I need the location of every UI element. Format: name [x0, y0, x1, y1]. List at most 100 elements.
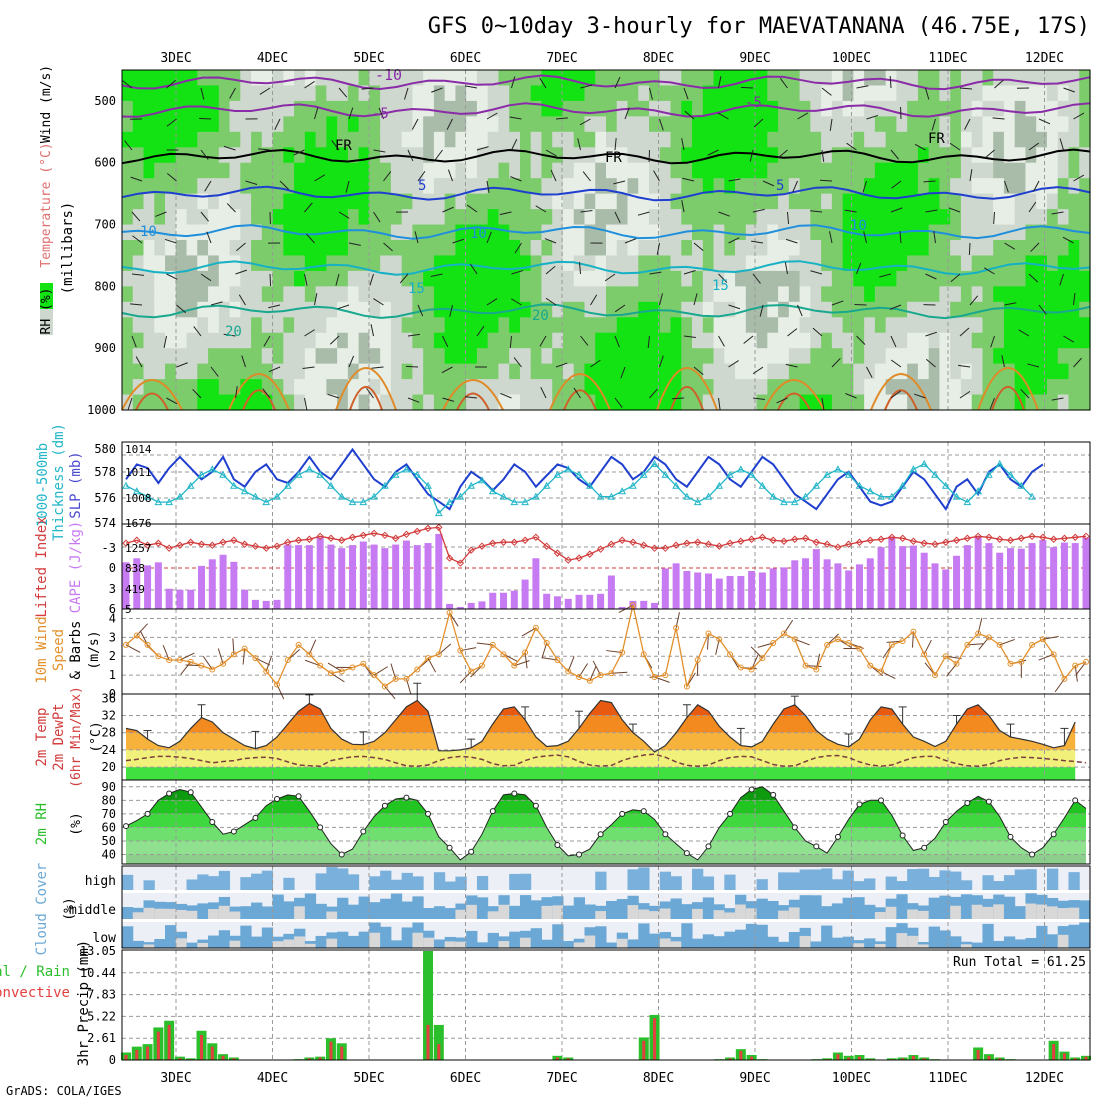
- rh-cell: [843, 85, 854, 101]
- rh-cell: [714, 379, 725, 395]
- rh-cell: [240, 178, 251, 194]
- rh-cell: [434, 271, 445, 287]
- rh-cell: [531, 255, 542, 271]
- rh-cell: [531, 209, 542, 225]
- rh-cell: [187, 364, 198, 380]
- rh-cell: [1047, 379, 1058, 395]
- rh-cell: [1068, 240, 1079, 256]
- rh-cell: [660, 163, 671, 179]
- rh-cell: [681, 101, 692, 117]
- rh-cell: [692, 70, 703, 86]
- rh-cell: [240, 70, 251, 86]
- rh-cell: [714, 348, 725, 364]
- rh-cell: [724, 348, 735, 364]
- rh-cell: [660, 271, 671, 287]
- rh-cell: [821, 163, 832, 179]
- rh-cell: [1058, 348, 1069, 364]
- rh-cell: [767, 317, 778, 333]
- rh-cell: [176, 255, 187, 271]
- rh-cell: [359, 70, 370, 86]
- rh-cell: [767, 132, 778, 148]
- cloud-bar: [520, 895, 531, 919]
- rh-cell: [606, 70, 617, 86]
- rh-cell: [273, 225, 284, 241]
- cloud-bar-gray: [326, 939, 337, 948]
- cape-bar: [187, 590, 194, 609]
- rh-cell: [961, 395, 972, 411]
- rh-cell: [423, 163, 434, 179]
- rh-cell: [778, 317, 789, 333]
- rh-cell: [520, 333, 531, 349]
- rh-point: [641, 809, 646, 814]
- date-label-top: 11DEC: [928, 51, 967, 66]
- rh-cell: [832, 178, 843, 194]
- rh-cell: [230, 116, 241, 132]
- cloud-bar: [240, 877, 251, 890]
- cloud-bar-gray: [144, 908, 155, 919]
- rh-tick: 90: [102, 780, 116, 794]
- rh-cell: [864, 116, 875, 132]
- rh-cell: [606, 85, 617, 101]
- rh-cell: [993, 132, 1004, 148]
- cape-bar: [975, 536, 982, 609]
- rh-cell: [208, 348, 219, 364]
- rh-cell: [681, 255, 692, 271]
- rh-cell: [767, 116, 778, 132]
- rh-cell: [348, 317, 359, 333]
- pressure-tick: 700: [94, 218, 116, 232]
- cloud-bar-gray: [617, 939, 628, 948]
- rh-cell: [541, 132, 552, 148]
- rh-cell: [1058, 132, 1069, 148]
- cloud-bar: [144, 880, 155, 890]
- rh-cell: [488, 85, 499, 101]
- rh-cell: [1036, 209, 1047, 225]
- rh-cell: [789, 194, 800, 210]
- rh-cell: [671, 194, 682, 210]
- rh-cell: [466, 255, 477, 271]
- rh-cell: [251, 147, 262, 163]
- rh-cell: [402, 163, 413, 179]
- rh-cell: [412, 194, 423, 210]
- rh-cell: [477, 286, 488, 302]
- cloud-unit-label: (%): [62, 897, 77, 920]
- cape-bar: [425, 543, 432, 609]
- rh-cell: [402, 132, 413, 148]
- rh-cell: [176, 163, 187, 179]
- rh-cell: [810, 116, 821, 132]
- cloud-bar: [1047, 869, 1058, 890]
- rh-point: [275, 796, 280, 801]
- rh-cell: [993, 240, 1004, 256]
- rh-cell: [262, 286, 273, 302]
- cloud-bar-gray: [1036, 905, 1047, 919]
- rh-cell: [445, 348, 456, 364]
- rh-cell: [671, 317, 682, 333]
- rh-cell: [907, 255, 918, 271]
- precip-convective-bar: [977, 1050, 980, 1060]
- rh-cell: [961, 240, 972, 256]
- cape-bar: [1029, 543, 1036, 609]
- cape-bar: [813, 549, 820, 609]
- rh-cell: [219, 132, 230, 148]
- rh-cell: [348, 85, 359, 101]
- cloud-bar-gray: [230, 941, 241, 948]
- rh-cell: [628, 178, 639, 194]
- cloud-axis-label: Cloud Cover: [34, 863, 50, 956]
- wind-barb: [406, 366, 418, 367]
- rh-cell: [434, 286, 445, 302]
- date-label-bottom: 10DEC: [832, 1071, 871, 1086]
- rh-cell: [1079, 348, 1090, 364]
- rh-cell: [305, 364, 316, 380]
- rh-cell: [628, 85, 639, 101]
- rh-cell: [316, 116, 327, 132]
- rh-cell: [498, 379, 509, 395]
- rh-cell: [402, 348, 413, 364]
- rh-cell: [154, 286, 165, 302]
- rh-point: [555, 843, 560, 848]
- rh-cell: [595, 225, 606, 241]
- cape-bar: [349, 545, 356, 609]
- cloud-bar-gray: [875, 944, 886, 948]
- rh-cell: [219, 379, 230, 395]
- rh-cell: [520, 85, 531, 101]
